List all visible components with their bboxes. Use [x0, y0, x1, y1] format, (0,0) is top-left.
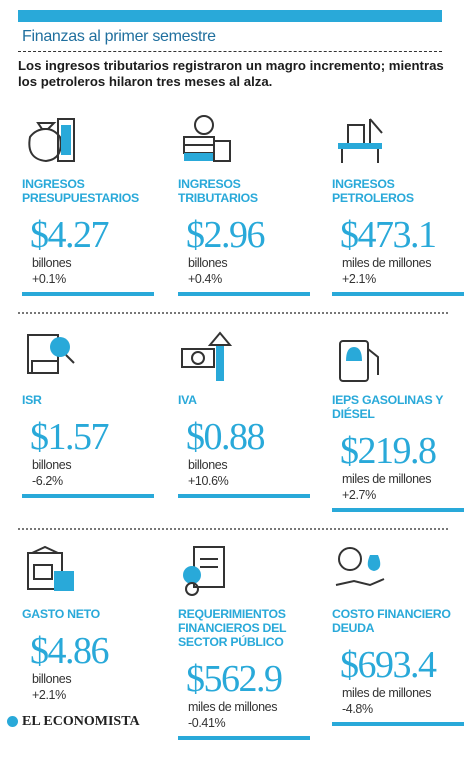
card-change: -4.8%	[342, 702, 373, 716]
card-unit: miles de millones	[342, 472, 432, 486]
card-value: $473.1	[340, 214, 437, 256]
title: Finanzas al primer semestre	[22, 28, 216, 45]
title-rule	[18, 51, 442, 52]
card-unit: miles de millones	[188, 700, 278, 714]
card-label: INGRESOS TRIBUTARIOS	[178, 177, 258, 205]
card-change: +2.1%	[32, 688, 66, 702]
separator	[18, 528, 448, 530]
card-label: INGRESOS PETROLEROS	[332, 177, 414, 205]
card-label: ISR	[22, 393, 42, 407]
card-icon	[28, 118, 75, 163]
card-change: +0.4%	[188, 272, 222, 286]
card-change: +2.7%	[342, 488, 376, 502]
card-icon	[183, 546, 225, 596]
card-bar	[178, 292, 310, 296]
card-change: +2.1%	[342, 272, 376, 286]
card-icon	[338, 118, 383, 163]
card-change: -0.41%	[188, 716, 226, 730]
card: INGRESOS PRESUPUESTARIOS $4.27 billones +0.…	[22, 177, 158, 296]
card: INGRESOS TRIBUTARIOS $2.96 billones +0.4%	[178, 177, 314, 296]
top-bar	[18, 10, 442, 22]
card: REQUERIMIENTOS FINANCIEROS DEL SECTOR PÚ…	[178, 607, 314, 740]
card-change: +10.6%	[188, 474, 229, 488]
subtitle: Los ingresos tributarios registraron un …	[18, 58, 444, 89]
card: ISR $1.57 billones -6.2%	[22, 393, 158, 498]
card-bar	[332, 508, 464, 512]
card-label: GASTO NETO	[22, 607, 100, 621]
card-icon	[339, 340, 379, 382]
card-bar	[22, 494, 154, 498]
card-value: $2.96	[186, 214, 266, 256]
card-value: $4.86	[30, 630, 110, 672]
card: IVA $0.88 billones +10.6%	[178, 393, 314, 498]
card: IEPS GASOLINAS Y DIÉSEL $219.8 miles de mi…	[332, 393, 466, 512]
card-value: $693.4	[340, 644, 437, 686]
card-value: $1.57	[30, 416, 110, 458]
card-unit: billones	[188, 256, 228, 270]
card-value: $562.9	[186, 658, 283, 700]
card-icon	[27, 334, 75, 374]
logo: EL ECONOMISTA	[22, 714, 140, 729]
card-unit: billones	[32, 256, 72, 270]
card-bar	[332, 292, 464, 296]
card-label: IVA	[178, 393, 197, 407]
card-icon	[181, 331, 232, 381]
card-label: REQUERIMIENTOS FINANCIEROS DEL SECTOR PÚ…	[178, 607, 287, 649]
card-label: IEPS GASOLINAS Y DIÉSEL	[332, 393, 443, 421]
card-bar	[22, 292, 154, 296]
card: COSTO FINANCIERO DEUDA $693.4 miles de mil…	[332, 607, 466, 726]
card-bar	[332, 722, 464, 726]
card-bar	[178, 736, 310, 740]
logo-mark	[7, 716, 18, 727]
card-value: $219.8	[340, 430, 437, 472]
card-change: +0.1%	[32, 272, 66, 286]
card-value: $0.88	[186, 416, 266, 458]
card-label: COSTO FINANCIERO DEUDA	[332, 607, 451, 635]
card-unit: miles de millones	[342, 686, 432, 700]
card-label: INGRESOS PRESUPUESTARIOS	[22, 177, 139, 205]
card-icon	[335, 547, 385, 587]
card: INGRESOS PETROLEROS $473.1 miles de millon…	[332, 177, 466, 296]
card-bar	[178, 494, 310, 498]
card-icon	[183, 115, 231, 162]
card-unit: billones	[32, 458, 72, 472]
card-unit: billones	[32, 672, 72, 686]
separator	[18, 312, 448, 314]
card-icon	[27, 545, 74, 591]
card-unit: miles de millones	[342, 256, 432, 270]
card-unit: billones	[188, 458, 228, 472]
card-change: -6.2%	[32, 474, 63, 488]
card: GASTO NETO $4.86 billones +2.1%	[22, 607, 158, 703]
card-value: $4.27	[30, 214, 110, 256]
